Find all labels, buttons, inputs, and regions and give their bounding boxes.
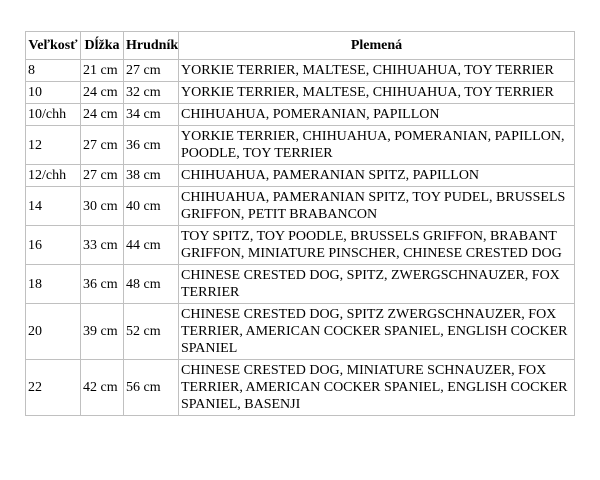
cell-breeds: CHINESE CRESTED DOG, SPITZ ZWERGSCHNAUZE… — [178, 303, 575, 360]
cell-chest: 56 cm — [123, 359, 179, 416]
cell-breeds: YORKIE TERRIER, MALTESE, CHIHUAHUA, TOY … — [178, 81, 575, 104]
cell-size: 22 — [25, 359, 81, 416]
table-row: 12/chh 27 cm 38 cm CHIHUAHUA, PAMERANIAN… — [25, 164, 575, 187]
table-row: 10/chh 24 cm 34 cm CHIHUAHUA, POMERANIAN… — [25, 103, 575, 126]
cell-chest: 27 cm — [123, 59, 179, 82]
cell-size: 12 — [25, 125, 81, 165]
cell-breeds: CHIHUAHUA, PAMERANIAN SPITZ, PAPILLON — [178, 164, 575, 187]
cell-length: 42 cm — [80, 359, 124, 416]
cell-size: 10 — [25, 81, 81, 104]
cell-breeds: CHINESE CRESTED DOG, SPITZ, ZWERGSCHNAUZ… — [178, 264, 575, 304]
cell-length: 36 cm — [80, 264, 124, 304]
dog-size-chart-table: Veľkosť Dĺžka Hrudník Plemená 8 21 cm 27… — [25, 31, 575, 416]
header-row: Veľkosť Dĺžka Hrudník Plemená — [25, 31, 575, 60]
cell-chest: 44 cm — [123, 225, 179, 265]
cell-length: 27 cm — [80, 125, 124, 165]
cell-chest: 34 cm — [123, 103, 179, 126]
table-row: 18 36 cm 48 cm CHINESE CRESTED DOG, SPIT… — [25, 264, 575, 304]
cell-chest: 48 cm — [123, 264, 179, 304]
table-row: 20 39 cm 52 cm CHINESE CRESTED DOG, SPIT… — [25, 303, 575, 360]
header-length: Dĺžka — [80, 31, 124, 60]
cell-size: 20 — [25, 303, 81, 360]
cell-chest: 52 cm — [123, 303, 179, 360]
header-breeds: Plemená — [178, 31, 575, 60]
table-row: 14 30 cm 40 cm CHIHUAHUA, PAMERANIAN SPI… — [25, 186, 575, 226]
cell-length: 33 cm — [80, 225, 124, 265]
cell-breeds: CHINESE CRESTED DOG, MINIATURE SCHNAUZER… — [178, 359, 575, 416]
table-row: 12 27 cm 36 cm YORKIE TERRIER, CHIHUAHUA… — [25, 125, 575, 165]
cell-length: 39 cm — [80, 303, 124, 360]
cell-breeds: TOY SPITZ, TOY POODLE, BRUSSELS GRIFFON,… — [178, 225, 575, 265]
cell-chest: 36 cm — [123, 125, 179, 165]
header-size: Veľkosť — [25, 31, 81, 60]
cell-size: 16 — [25, 225, 81, 265]
cell-breeds: YORKIE TERRIER, MALTESE, CHIHUAHUA, TOY … — [178, 59, 575, 82]
table-row: 10 24 cm 32 cm YORKIE TERRIER, MALTESE, … — [25, 81, 575, 104]
cell-size: 8 — [25, 59, 81, 82]
cell-length: 27 cm — [80, 164, 124, 187]
cell-chest: 38 cm — [123, 164, 179, 187]
cell-breeds: CHIHUAHUA, PAMERANIAN SPITZ, TOY PUDEL, … — [178, 186, 575, 226]
cell-size: 10/chh — [25, 103, 81, 126]
cell-breeds: YORKIE TERRIER, CHIHUAHUA, POMERANIAN, P… — [178, 125, 575, 165]
cell-length: 24 cm — [80, 81, 124, 104]
cell-length: 24 cm — [80, 103, 124, 126]
table-row: 22 42 cm 56 cm CHINESE CRESTED DOG, MINI… — [25, 359, 575, 416]
table-body: 8 21 cm 27 cm YORKIE TERRIER, MALTESE, C… — [25, 59, 575, 416]
cell-size: 12/chh — [25, 164, 81, 187]
cell-chest: 40 cm — [123, 186, 179, 226]
cell-size: 18 — [25, 264, 81, 304]
cell-length: 30 cm — [80, 186, 124, 226]
cell-size: 14 — [25, 186, 81, 226]
table-row: 16 33 cm 44 cm TOY SPITZ, TOY POODLE, BR… — [25, 225, 575, 265]
header-chest: Hrudník — [123, 31, 179, 60]
cell-chest: 32 cm — [123, 81, 179, 104]
cell-breeds: CHIHUAHUA, POMERANIAN, PAPILLON — [178, 103, 575, 126]
table-row: 8 21 cm 27 cm YORKIE TERRIER, MALTESE, C… — [25, 59, 575, 82]
cell-length: 21 cm — [80, 59, 124, 82]
